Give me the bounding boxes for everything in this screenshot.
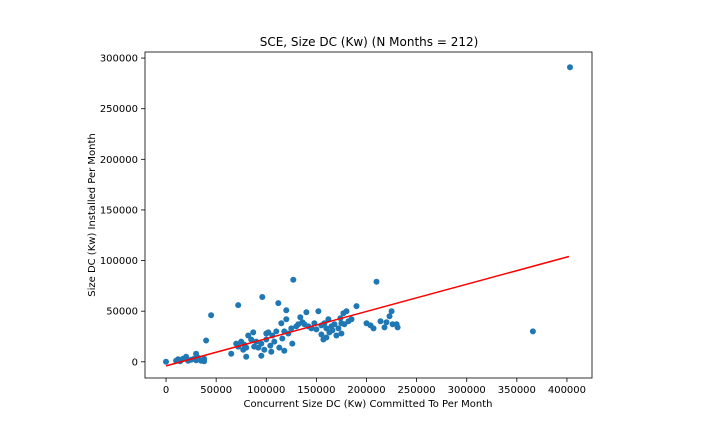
data-point-59: [297, 314, 304, 321]
plot-area: [144, 51, 593, 379]
data-point-48: [279, 335, 286, 342]
data-point-43: [271, 338, 278, 345]
data-point-83: [338, 330, 345, 337]
points-layer: [163, 64, 573, 365]
data-point-93: [373, 278, 380, 285]
y-tick-label-1: 50000: [106, 307, 138, 318]
data-point-94: [377, 318, 384, 325]
data-point-80: [335, 325, 342, 332]
data-point-21: [235, 302, 242, 309]
fit-line: [165, 255, 570, 367]
y-tick-label-6: 300000: [100, 54, 138, 65]
data-point-40: [267, 342, 274, 349]
data-point-77: [329, 327, 336, 334]
data-point-79: [333, 332, 340, 339]
data-point-92: [370, 325, 377, 332]
x-tick-label-6: 300000: [448, 385, 486, 396]
y-tick-label-3: 150000: [100, 205, 138, 216]
x-tick-label-1: 50000: [200, 385, 232, 396]
data-point-54: [288, 325, 295, 332]
data-point-25: [243, 353, 250, 360]
data-point-26: [243, 344, 250, 351]
data-point-67: [315, 308, 322, 315]
x-tick-label-2: 100000: [247, 385, 285, 396]
data-point-66: [313, 326, 320, 333]
y-tick-label-4: 200000: [100, 155, 138, 166]
y-tick-label-2: 100000: [100, 256, 138, 267]
data-point-49: [281, 347, 288, 354]
data-point-45: [275, 300, 282, 307]
fit-line-layer: [165, 255, 570, 367]
x-axis-label: Concurrent Size DC (Kw) Committed To Per…: [243, 399, 492, 410]
data-point-47: [278, 320, 285, 327]
data-point-97: [386, 313, 393, 320]
y-tick-label-0: 0: [132, 357, 138, 368]
data-point-85: [341, 321, 348, 328]
data-point-68: [318, 331, 325, 338]
y-axis: 0 50000 100000 150000 200000 250000 300000: [100, 54, 145, 368]
data-point-55: [289, 340, 296, 347]
x-axis: 0 50000 100000 150000 200000 250000 300000 3500…: [163, 378, 586, 396]
data-point-86: [343, 308, 350, 315]
chart-title: SCE, Size DC (Kw) (N Months = 212): [260, 35, 479, 49]
x-tick-label-7: 350000: [498, 385, 536, 396]
data-point-17: [208, 312, 215, 319]
data-point-51: [283, 316, 290, 323]
data-point-35: [259, 294, 266, 300]
data-point-102: [529, 328, 536, 335]
x-tick-label-8: 400000: [548, 385, 586, 396]
data-point-18: [228, 350, 235, 357]
data-point-15: [201, 355, 208, 362]
data-point-101: [394, 324, 401, 331]
data-point-16: [203, 337, 210, 344]
x-tick-label-0: 0: [163, 385, 169, 396]
x-tick-label-3: 150000: [297, 385, 335, 396]
data-point-88: [348, 316, 355, 323]
data-point-0: [163, 358, 169, 365]
data-point-28: [248, 336, 255, 343]
data-point-41: [268, 348, 275, 355]
x-tick-label-4: 200000: [347, 385, 385, 396]
data-point-98: [388, 308, 395, 315]
data-point-56: [290, 276, 297, 283]
x-tick-label-5: 250000: [398, 385, 436, 396]
data-point-96: [383, 319, 390, 326]
data-point-89: [353, 303, 360, 310]
data-point-33: [258, 352, 265, 359]
data-point-34: [258, 340, 265, 347]
data-point-95: [381, 324, 388, 331]
data-point-36: [261, 346, 268, 353]
data-point-46: [276, 344, 283, 351]
y-tick-label-5: 250000: [100, 104, 138, 115]
data-point-29: [250, 329, 257, 336]
data-point-52: [283, 307, 290, 314]
y-axis-label: Size DC (Kw) Installed Per Month: [87, 133, 98, 297]
data-point-78: [331, 321, 338, 328]
data-point-44: [273, 328, 280, 335]
data-point-62: [303, 309, 310, 316]
data-point-73: [323, 334, 330, 341]
data-point-103: [567, 64, 573, 71]
